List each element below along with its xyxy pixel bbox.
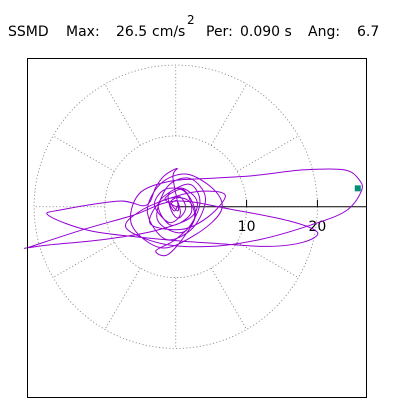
grid-spoke-120 bbox=[104, 83, 141, 146]
per-label: Per: bbox=[206, 24, 233, 40]
max-unit: cm/s bbox=[152, 24, 185, 40]
max-value: 26.5 bbox=[116, 24, 147, 40]
trace-layer bbox=[24, 168, 363, 257]
per-value: 0.090 s bbox=[240, 24, 292, 40]
ang-label: Ang: bbox=[308, 24, 340, 40]
x-tick-label-20: 20 bbox=[309, 219, 327, 235]
marker-layer bbox=[354, 185, 361, 192]
chart-header: SSMD Max: 26.5 cm/s 2 Per: 0.090 s Ang: … bbox=[8, 13, 379, 40]
grid-spoke-330 bbox=[236, 241, 299, 278]
ang-value: 6.7 bbox=[357, 24, 379, 40]
x-tick-label-10: 10 bbox=[238, 219, 256, 235]
max-label: Max: bbox=[66, 24, 100, 40]
grid-spoke-240 bbox=[104, 267, 141, 330]
plot-frame bbox=[27, 58, 367, 398]
grid-spoke-30 bbox=[236, 135, 299, 172]
grid-spoke-150 bbox=[52, 135, 115, 172]
axes: 10 20 bbox=[175, 199, 367, 235]
grid-spoke-60 bbox=[210, 83, 247, 146]
grid-spoke-210 bbox=[52, 241, 115, 278]
grid-spoke-300 bbox=[210, 267, 247, 330]
motion-trace bbox=[24, 168, 363, 257]
end-marker bbox=[354, 185, 361, 192]
plot-frame-layer bbox=[27, 58, 367, 398]
chart-title: SSMD bbox=[8, 24, 49, 40]
max-unit-exponent: 2 bbox=[187, 13, 195, 27]
